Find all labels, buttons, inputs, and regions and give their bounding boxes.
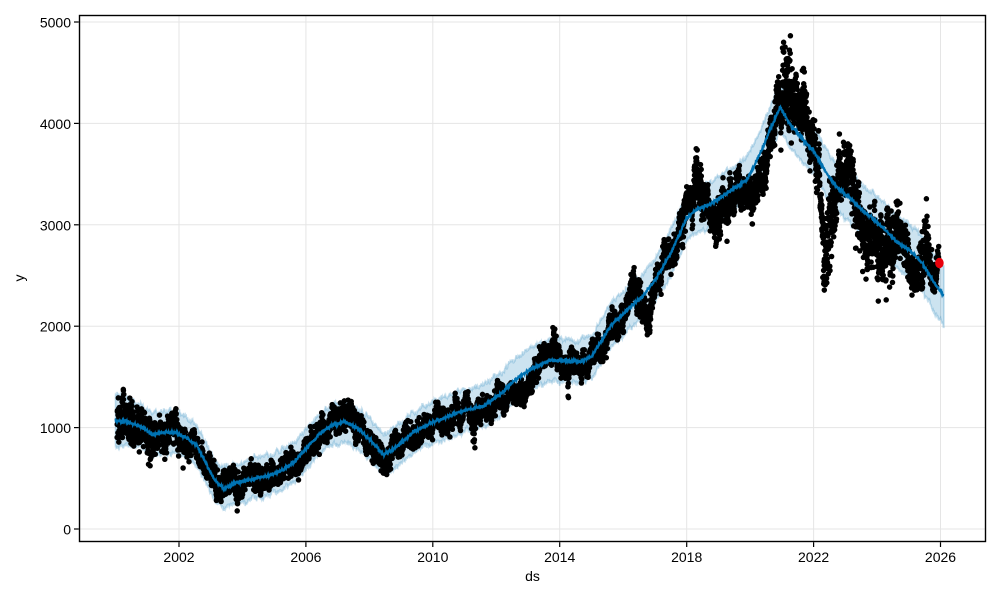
svg-text:2000: 2000 <box>40 319 71 335</box>
svg-text:3000: 3000 <box>40 217 71 233</box>
svg-text:2010: 2010 <box>417 549 448 565</box>
svg-text:ds: ds <box>525 568 540 584</box>
svg-text:0: 0 <box>63 522 71 538</box>
svg-text:5000: 5000 <box>40 15 71 31</box>
svg-text:4000: 4000 <box>40 116 71 132</box>
svg-text:1000: 1000 <box>40 420 71 436</box>
svg-text:2006: 2006 <box>290 549 321 565</box>
svg-text:2018: 2018 <box>671 549 702 565</box>
svg-text:2022: 2022 <box>798 549 829 565</box>
svg-text:2002: 2002 <box>163 549 194 565</box>
svg-text:y: y <box>11 275 27 282</box>
svg-text:2014: 2014 <box>544 549 575 565</box>
svg-text:2026: 2026 <box>925 549 956 565</box>
